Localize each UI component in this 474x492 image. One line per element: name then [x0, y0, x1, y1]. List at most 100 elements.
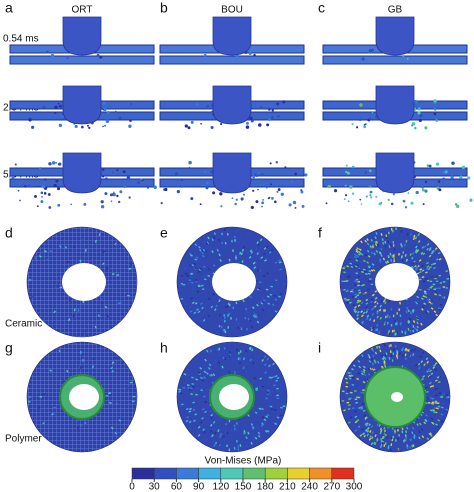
stress-patch: [185, 408, 189, 411]
stress-patch: [243, 430, 246, 433]
stress-patch: [419, 355, 423, 359]
stress-patch: [412, 329, 415, 333]
stress-patch: [357, 304, 361, 307]
stress-patch: [220, 232, 223, 236]
stress-patch: [434, 361, 438, 365]
stress-patch: [203, 240, 207, 244]
stress-patch: [368, 280, 371, 283]
stress-patch: [425, 386, 428, 389]
stress-patch: [430, 285, 434, 288]
colorbar-tick-label: 60: [171, 482, 183, 492]
impact-frame: [159, 85, 305, 130]
stress-patch: [82, 359, 84, 362]
debris: [288, 203, 292, 207]
debris: [442, 177, 445, 180]
stress-patch: [368, 270, 372, 273]
stress-patch: [279, 268, 283, 271]
colorbar-tick-label: 180: [257, 482, 274, 492]
stress-patch: [242, 366, 245, 370]
stress-patch: [201, 408, 205, 411]
debris: [358, 118, 362, 122]
debris: [280, 192, 284, 196]
stress-patch: [353, 309, 357, 313]
stress-patch: [347, 421, 351, 424]
stress-patch: [202, 319, 206, 322]
stress-patch: [398, 308, 401, 311]
stress-patch: [192, 408, 196, 411]
stress-patch: [384, 240, 387, 244]
stress-patch: [197, 310, 201, 314]
stress-patch: [220, 325, 223, 329]
stress-patch: [226, 431, 229, 435]
stress-patch: [365, 428, 368, 432]
stress-patch: [409, 311, 413, 315]
stress-patch: [386, 260, 389, 264]
debris: [275, 161, 278, 164]
stress-patch: [269, 293, 273, 296]
stress-patch: [53, 310, 56, 314]
stress-patch: [178, 388, 182, 391]
stress-patch: [407, 309, 410, 313]
stress-patch: [380, 247, 383, 251]
stress-patch: [221, 445, 224, 449]
stress-patch: [43, 298, 46, 301]
debris: [105, 119, 110, 124]
stress-patch: [352, 304, 356, 307]
stress-patch: [249, 249, 253, 253]
stress-patch: [258, 407, 262, 410]
stress-patch: [360, 391, 364, 394]
disc: [176, 226, 288, 338]
stress-patch: [366, 429, 369, 433]
stress-patch: [191, 299, 195, 302]
debris: [402, 54, 405, 57]
stress-patch: [191, 376, 194, 379]
stress-patch: [78, 365, 81, 369]
debris: [53, 183, 57, 188]
debris: [300, 190, 304, 194]
stress-patch: [424, 418, 428, 422]
stress-patch: [188, 420, 192, 424]
stress-patch: [194, 267, 197, 270]
stress-patch: [266, 272, 270, 275]
stress-patch: [373, 360, 377, 364]
stress-patch: [426, 360, 430, 364]
debris: [58, 123, 63, 128]
stress-patch: [379, 316, 382, 320]
debris: [146, 186, 149, 189]
stress-patch: [196, 308, 199, 312]
debris: [40, 191, 44, 195]
stress-patch: [192, 401, 195, 404]
stress-patch: [433, 407, 437, 410]
stress-patch: [273, 408, 277, 411]
colorbar-tick-label: 90: [193, 482, 205, 492]
debris: [74, 124, 78, 129]
debris: [110, 200, 113, 203]
stress-patch: [223, 346, 226, 350]
stress-patch: [211, 239, 214, 243]
stress-patch: [394, 344, 397, 348]
stress-patch: [261, 359, 265, 362]
stress-patch: [231, 239, 233, 243]
stress-patch: [201, 306, 204, 310]
colorbar-segment: [242, 467, 266, 480]
stress-patch: [438, 308, 442, 311]
stress-patch: [416, 325, 419, 329]
stress-patch: [247, 414, 250, 417]
stress-patch: [397, 448, 399, 452]
debris: [270, 116, 274, 119]
stress-patch: [195, 256, 199, 259]
stress-patch: [212, 421, 216, 424]
stress-patch: [271, 303, 275, 306]
debris: [36, 205, 39, 208]
debris: [433, 107, 437, 111]
stress-patch: [429, 432, 433, 435]
debris: [96, 53, 100, 57]
stress-patch: [418, 259, 422, 262]
stress-patch: [256, 303, 259, 307]
debris: [255, 200, 259, 204]
stress-patch: [416, 321, 419, 325]
debris: [28, 118, 32, 122]
stress-patch: [259, 238, 263, 242]
stress-patch: [345, 395, 348, 397]
stress-patch: [396, 350, 398, 353]
